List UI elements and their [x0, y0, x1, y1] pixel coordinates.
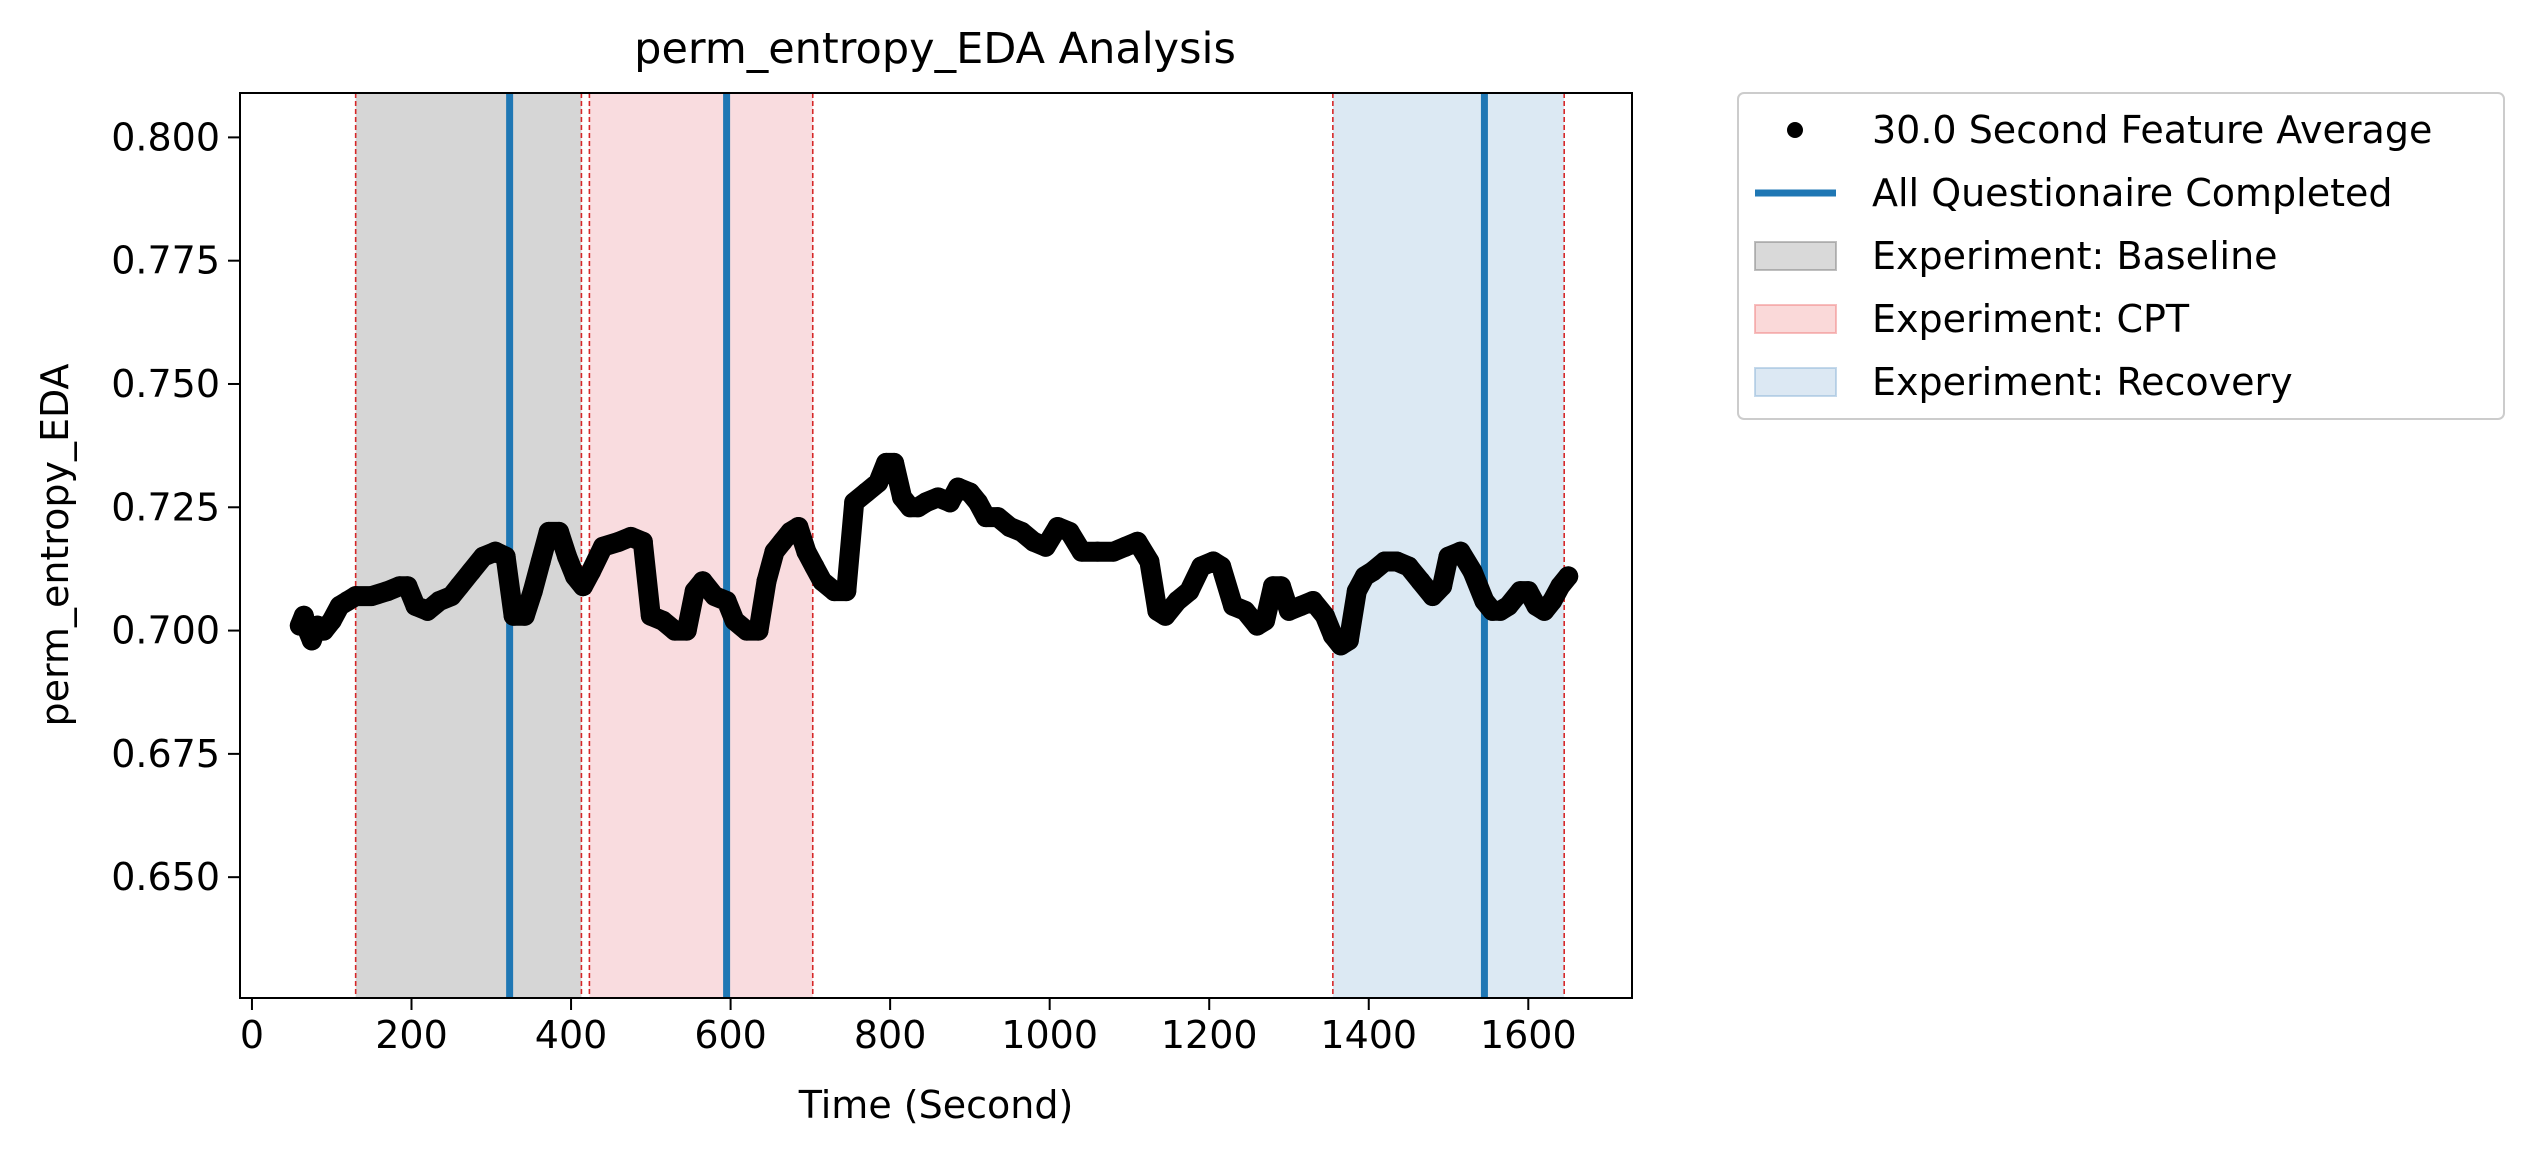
- legend-label-0: 30.0 Second Feature Average: [1872, 108, 2432, 152]
- y-axis-label: perm_entropy_EDA: [33, 363, 77, 726]
- data-point-94: [1235, 600, 1256, 621]
- data-point-57: [836, 581, 857, 602]
- data-point-85: [1139, 551, 1160, 572]
- y-tick-label-0.65: 0.650: [111, 855, 220, 899]
- data-point-26: [530, 551, 551, 572]
- data-point-62: [884, 452, 905, 473]
- x-tick-label-0: 0: [240, 1013, 264, 1057]
- data-point-111: [1398, 556, 1419, 577]
- data-point-22: [495, 546, 516, 567]
- data-point-98: [1271, 576, 1292, 597]
- y-axis: 0.650 0.675 0.700 0.725 0.750 0.775 0.800: [111, 115, 240, 899]
- legend-label-3: Experiment: CPT: [1872, 297, 2190, 341]
- data-point-116: [1450, 541, 1471, 562]
- data-point-105: [1338, 630, 1359, 651]
- x-axis-label: Time (Second): [798, 1083, 1074, 1127]
- y-tick-label-0.7: 0.700: [111, 609, 220, 653]
- questionnaire-lines: [506, 93, 1488, 998]
- x-tick-label-1600: 1600: [1480, 1013, 1577, 1057]
- data-series: [289, 452, 1579, 656]
- data-point-40: [676, 620, 697, 641]
- data-point-25: [522, 581, 543, 602]
- data-point-19: [461, 561, 482, 582]
- data-point-60: [868, 472, 889, 493]
- data-point-121: [1498, 595, 1519, 616]
- data-point-87: [1155, 605, 1176, 626]
- data-point-47: [748, 620, 769, 641]
- data-point-92: [1211, 556, 1232, 577]
- legend-marker-feature-average: [1787, 122, 1803, 138]
- legend-items: 30.0 Second Feature Average All Questiona…: [1754, 108, 2432, 404]
- legend-patch-recovery: [1754, 367, 1837, 397]
- legend-patch-baseline: [1754, 241, 1837, 271]
- data-point-32: [580, 561, 601, 582]
- data-point-71: [967, 492, 988, 513]
- legend-label-4: Experiment: Recovery: [1872, 360, 2293, 404]
- y-tick-label-0.75: 0.750: [111, 362, 220, 406]
- data-point-89: [1179, 581, 1200, 602]
- phase-band-recovery: [1332, 93, 1565, 998]
- data-point-96: [1255, 610, 1276, 631]
- data-point-84: [1127, 531, 1148, 552]
- y-tick-label-0.675: 0.675: [111, 732, 220, 776]
- legend-frame: [1737, 92, 2505, 420]
- legend-label-1: All Questionaire Completed: [1872, 171, 2393, 215]
- data-point-68: [939, 492, 960, 513]
- data-point-77: [1035, 536, 1056, 557]
- data-point-126: [1542, 590, 1563, 611]
- data-point-29: [557, 546, 578, 567]
- data-point-123: [1518, 581, 1539, 602]
- data-point-101: [1302, 590, 1323, 611]
- x-tick-label-1200: 1200: [1161, 1013, 1258, 1057]
- x-tick-label-800: 800: [854, 1013, 927, 1057]
- data-point-80: [1071, 541, 1092, 562]
- x-tick-label-1400: 1400: [1320, 1013, 1417, 1057]
- data-point-24: [514, 605, 535, 626]
- data-point-6: [321, 610, 342, 631]
- data-point-106: [1346, 581, 1367, 602]
- chart-title: perm_entropy_EDA Analysis: [634, 24, 1236, 74]
- data-point-36: [632, 531, 653, 552]
- y-tick-label-0.8: 0.800: [111, 115, 220, 159]
- data-point-10: [361, 586, 382, 607]
- legend-patch-cpt: [1754, 304, 1837, 334]
- data-point-48: [756, 571, 777, 592]
- x-tick-label-200: 200: [375, 1013, 448, 1057]
- data-point-81: [1087, 541, 1108, 562]
- data-point-18: [449, 576, 470, 597]
- y-tick-label-0.725: 0.725: [111, 485, 220, 529]
- data-point-54: [804, 556, 825, 577]
- data-point-112: [1410, 571, 1431, 592]
- data-point-9: [345, 586, 366, 607]
- data-point-79: [1059, 521, 1080, 542]
- data-point-53: [796, 541, 817, 562]
- x-tick-label-1000: 1000: [1001, 1013, 1098, 1057]
- data-point-44: [716, 590, 737, 611]
- legend: 30.0 Second Feature Average All Questiona…: [1737, 92, 2505, 420]
- plot-frame: [239, 92, 1633, 999]
- data-point-117: [1462, 561, 1483, 582]
- data-point-102: [1314, 605, 1335, 626]
- data-point-31: [573, 576, 594, 597]
- data-point-33: [592, 536, 613, 557]
- data-point-13: [397, 576, 418, 597]
- data-point-114: [1432, 576, 1453, 597]
- x-tick-label-600: 600: [694, 1013, 767, 1057]
- data-point-28: [549, 521, 570, 542]
- legend-label-2: Experiment: Baseline: [1872, 234, 2278, 278]
- x-axis: 0 200 400 600 800 1000 1200 1400 1600: [240, 998, 1577, 1057]
- x-tick-label-400: 400: [535, 1013, 608, 1057]
- data-point-52: [788, 517, 809, 538]
- data-point-42: [692, 571, 713, 592]
- y-tick-label-0.775: 0.775: [111, 239, 220, 283]
- data-point-128: [1558, 566, 1579, 587]
